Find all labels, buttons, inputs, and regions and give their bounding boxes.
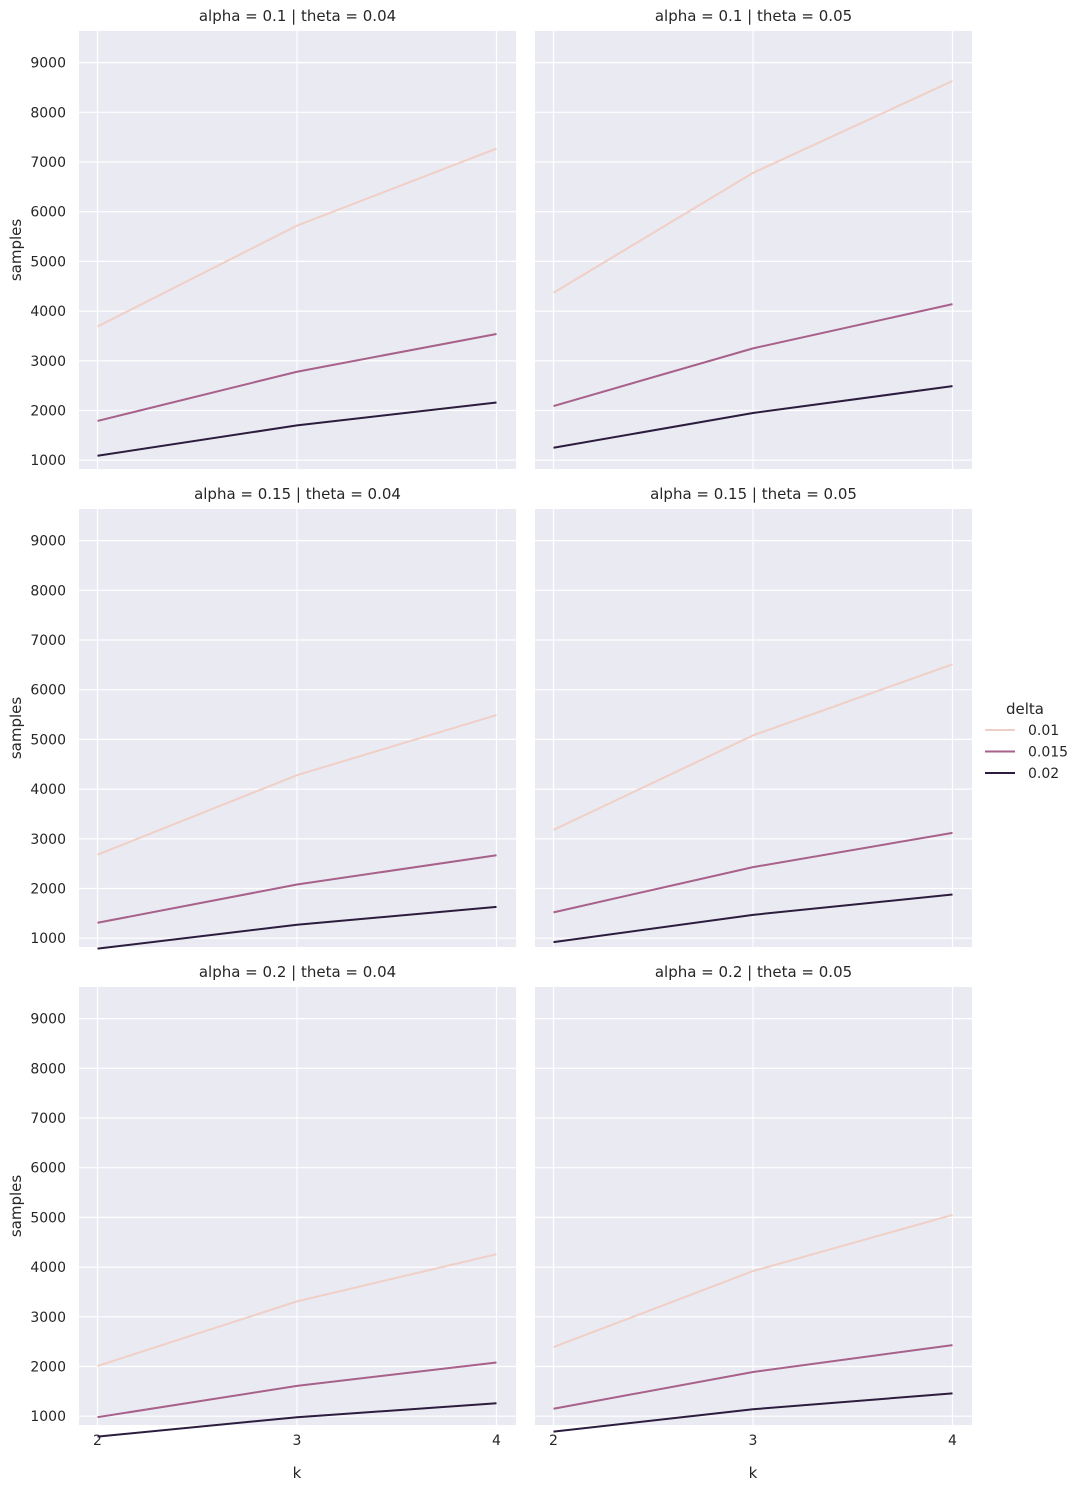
legend-label: 0.015	[1028, 745, 1068, 761]
y-tick-label: 6000	[30, 1161, 66, 1177]
series-line-0.01	[552, 80, 953, 294]
series-line-0.015	[97, 854, 497, 924]
y-tick-label: 1000	[30, 931, 66, 947]
y-tick-label: 7000	[30, 633, 66, 649]
series-line-0.02	[97, 401, 497, 457]
y-tick-label: 7000	[30, 1111, 66, 1127]
y-tick-label: 1000	[30, 453, 66, 469]
y-tick-label: 2000	[30, 882, 66, 898]
series-line-0.02	[553, 385, 953, 449]
y-tick-label: 8000	[30, 105, 66, 121]
series-line-0.02	[553, 1392, 953, 1433]
series-line-0.015	[553, 831, 953, 914]
series-line-0.015	[553, 303, 953, 407]
series-line-0.02	[97, 905, 497, 950]
x-tick-label: 3	[293, 1433, 302, 1449]
panel-2: alpha = 0.1 | theta = 0.05	[535, 7, 972, 469]
legend-label: 0.01	[1028, 723, 1059, 739]
y-tick-label: 9000	[30, 1012, 66, 1028]
series-line-0.02	[97, 1402, 497, 1438]
series-line-0.02	[553, 893, 953, 944]
series-line-0.015	[553, 1344, 953, 1410]
y-tick-label: 2000	[30, 1360, 66, 1376]
y-tick-label: 5000	[30, 1210, 66, 1226]
y-tick-label: 3000	[30, 354, 66, 370]
panel-title: alpha = 0.15 | theta = 0.05	[650, 485, 857, 503]
x-tick-label: 2	[93, 1433, 102, 1449]
x-axis-label: k	[749, 1464, 758, 1482]
y-tick-label: 4000	[30, 304, 66, 320]
x-tick-label: 2	[549, 1433, 558, 1449]
y-tick-label: 8000	[30, 583, 66, 599]
y-tick-label: 5000	[30, 254, 66, 270]
y-tick-label: 3000	[30, 832, 66, 848]
y-axis-label: samples	[7, 219, 25, 282]
panel-title: alpha = 0.15 | theta = 0.04	[194, 485, 401, 503]
legend-item: 0.01	[985, 723, 1059, 739]
panel-4: alpha = 0.15 | theta = 0.05	[535, 485, 972, 947]
series-line-0.01	[553, 663, 953, 831]
panel-title: alpha = 0.2 | theta = 0.05	[655, 963, 852, 981]
y-tick-label: 5000	[30, 732, 66, 748]
x-axis-label: k	[293, 1464, 302, 1482]
legend-item: 0.015	[985, 745, 1068, 761]
panel-title: alpha = 0.2 | theta = 0.04	[199, 963, 396, 981]
series-line-0.01	[553, 1213, 953, 1349]
y-tick-label: 7000	[30, 155, 66, 171]
legend-label: 0.02	[1028, 766, 1059, 782]
panel-5: 1000 2000 3000 4000 5000 6000 7000 8000 9000 2 3 4 a…	[7, 963, 516, 1482]
series-line-0.01	[97, 1253, 497, 1367]
y-axis-label: samples	[7, 697, 25, 760]
y-tick-label: 1000	[30, 1409, 66, 1425]
y-tick-label: 4000	[30, 1260, 66, 1276]
y-axis-label: samples	[7, 1175, 25, 1238]
legend-item: 0.02	[985, 766, 1059, 782]
panel-title: alpha = 0.1 | theta = 0.05	[655, 7, 852, 25]
y-tick-label: 9000	[30, 534, 66, 550]
x-tick-label: 4	[948, 1433, 957, 1449]
panel-title: alpha = 0.1 | theta = 0.04	[199, 7, 396, 25]
series-line-0.01	[97, 714, 497, 856]
y-tick-label: 9000	[30, 56, 66, 72]
legend-title: delta	[1006, 700, 1044, 718]
panel-3: 1000 2000 3000 4000 5000 6000 7000 8000 9000 alph…	[7, 485, 516, 950]
y-tick-label: 6000	[30, 683, 66, 699]
y-tick-label: 4000	[30, 782, 66, 798]
x-tick-label: 3	[749, 1433, 758, 1449]
x-tick-label: 4	[492, 1433, 501, 1449]
y-tick-label: 2000	[30, 404, 66, 420]
y-tick-label: 3000	[30, 1310, 66, 1326]
chart-panels: 1000 2000 3000 4000 5000 6000 7000 8000 9000 alph…	[7, 7, 972, 1482]
series-line-0.01	[97, 147, 497, 328]
panel-6: 2 3 4 alpha = 0.2 | theta = 0.05 k	[535, 963, 972, 1482]
chart-legend: delta 0.01 0.015 0.02	[985, 700, 1068, 782]
series-line-0.015	[97, 332, 497, 422]
series-line-0.015	[97, 1361, 497, 1419]
y-tick-label: 6000	[30, 205, 66, 221]
y-tick-label: 8000	[30, 1061, 66, 1077]
panel-1: 1000 2000 3000 4000 5000 6000 7000 8000 9000 alph…	[7, 7, 516, 469]
